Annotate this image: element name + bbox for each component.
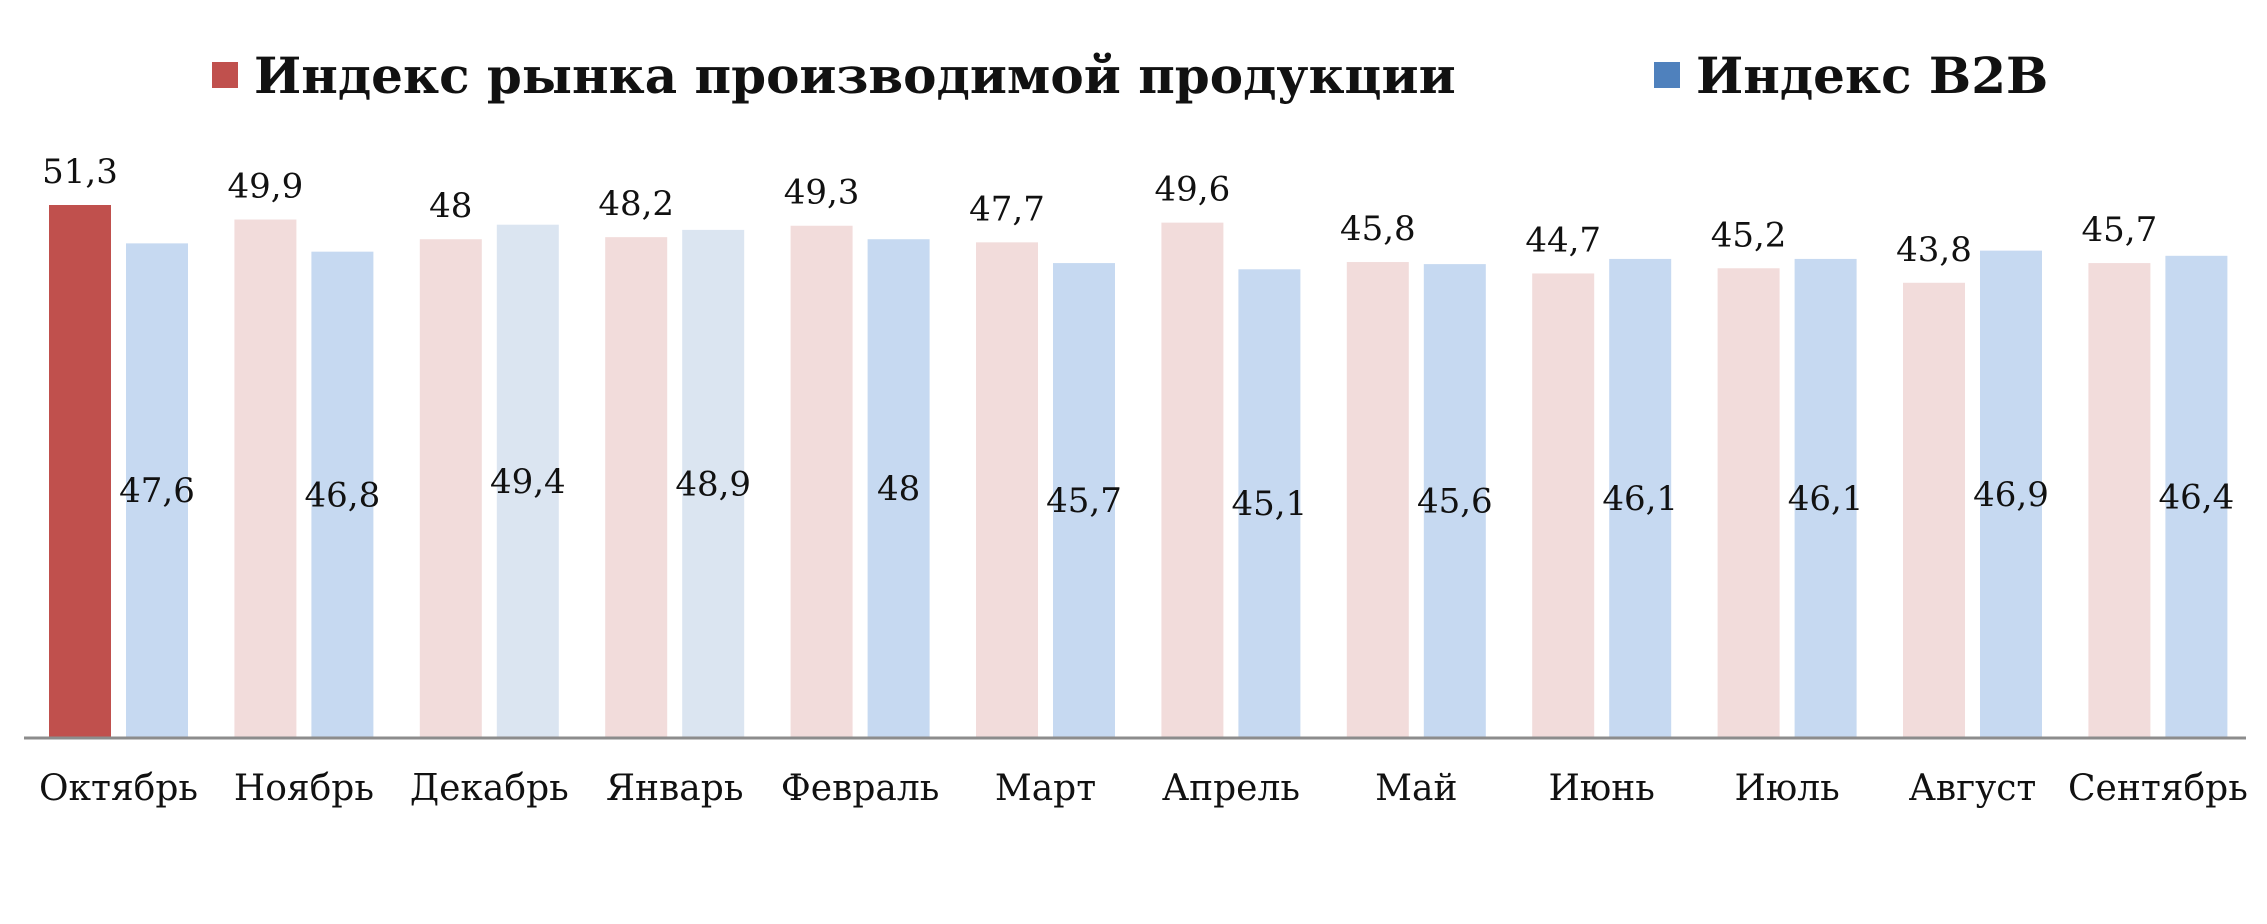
bar-market-index-1 xyxy=(49,205,111,737)
bar-market-index-5 xyxy=(790,225,853,738)
bar-market-index-9 xyxy=(1532,273,1595,737)
category-label-4: Январь xyxy=(606,768,743,809)
value-label-market-index-12: 45,7 xyxy=(2082,210,2158,250)
legend-label-market-index: Индекс рынка производимой продукции xyxy=(254,46,1456,105)
bar-market-index-7 xyxy=(1161,222,1224,737)
legend-label-b2b-index: Индекс B2B xyxy=(1696,46,2048,105)
bar-market-index-4 xyxy=(605,237,668,738)
category-label-10: Июль xyxy=(1734,768,1839,809)
bar-b2b-index-2 xyxy=(311,251,374,737)
value-label-market-index-1: 51,3 xyxy=(42,152,118,192)
bar-b2b-index-9 xyxy=(1609,258,1672,737)
value-label-market-index-5: 49,3 xyxy=(784,173,860,213)
value-label-b2b-index-11: 46,9 xyxy=(1973,475,2049,515)
bar-market-index-3 xyxy=(419,239,482,737)
bar-b2b-index-3 xyxy=(496,224,559,737)
bar-market-index-2 xyxy=(234,219,297,737)
category-label-3: Декабрь xyxy=(410,768,569,809)
value-label-b2b-index-1: 47,6 xyxy=(119,471,195,511)
bar-b2b-index-12 xyxy=(2165,255,2228,737)
value-label-market-index-7: 49,6 xyxy=(1155,170,1231,210)
category-label-5: Февраль xyxy=(781,768,939,809)
value-label-market-index-10: 45,2 xyxy=(1711,215,1787,255)
category-label-1: Октябрь xyxy=(39,768,198,809)
value-label-market-index-11: 43,8 xyxy=(1896,230,1972,270)
value-label-market-index-6: 47,7 xyxy=(969,189,1045,229)
value-label-b2b-index-9: 46,1 xyxy=(1602,479,1678,519)
bar-market-index-10 xyxy=(1717,268,1780,737)
bar-b2b-index-1 xyxy=(126,243,188,738)
value-label-market-index-2: 49,9 xyxy=(228,167,304,207)
value-label-market-index-3: 48 xyxy=(429,186,472,226)
bar-market-index-6 xyxy=(976,242,1038,738)
category-label-6: Март xyxy=(995,768,1096,809)
value-label-b2b-index-4: 48,9 xyxy=(675,464,751,504)
bar-market-index-8 xyxy=(1346,262,1409,737)
bar-b2b-index-11 xyxy=(1980,250,2042,737)
legend: Индекс рынка производимой продукции Инде… xyxy=(212,46,2048,105)
bar-b2b-index-7 xyxy=(1238,269,1301,737)
value-label-b2b-index-6: 45,7 xyxy=(1046,481,1122,521)
value-label-b2b-index-12: 46,4 xyxy=(2159,477,2235,517)
legend-swatch-market-index xyxy=(212,62,238,88)
value-label-b2b-index-8: 45,6 xyxy=(1417,482,1493,522)
category-label-8: Май xyxy=(1375,768,1457,809)
bar-b2b-index-4 xyxy=(682,229,745,737)
value-label-b2b-index-2: 46,8 xyxy=(305,475,381,515)
value-label-b2b-index-3: 49,4 xyxy=(490,462,566,502)
category-labels-group: Октябрь Ноябрь Декабрь Январь Февраль Март Апр… xyxy=(39,768,2248,809)
bar-market-index-12 xyxy=(2088,263,2151,737)
bar-market-index-11 xyxy=(1903,282,1965,737)
bar-b2b-index-6 xyxy=(1053,263,1115,737)
category-label-11: Август xyxy=(1909,768,2037,809)
category-label-7: Апрель xyxy=(1162,768,1300,809)
bar-b2b-index-10 xyxy=(1794,258,1857,737)
category-label-9: Июнь xyxy=(1549,768,1655,809)
bar-b2b-index-8 xyxy=(1423,264,1486,737)
value-label-b2b-index-7: 45,1 xyxy=(1232,484,1308,524)
value-label-market-index-9: 44,7 xyxy=(1525,220,1601,260)
value-label-b2b-index-5: 48 xyxy=(877,469,920,509)
value-labels-group: 51,3 47,6 49,9 46,8 48 49,4 48,2 48,9 49,3 48 47,7… xyxy=(42,152,2234,524)
category-label-2: Ноябрь xyxy=(234,768,374,809)
value-label-market-index-8: 45,8 xyxy=(1340,209,1416,249)
bars-group xyxy=(49,205,2228,738)
value-label-b2b-index-10: 46,1 xyxy=(1788,479,1864,519)
bar-b2b-index-5 xyxy=(867,239,930,737)
value-label-market-index-4: 48,2 xyxy=(598,184,674,224)
legend-swatch-b2b-index xyxy=(1654,62,1680,88)
category-label-12: Сентябрь xyxy=(2068,768,2248,809)
